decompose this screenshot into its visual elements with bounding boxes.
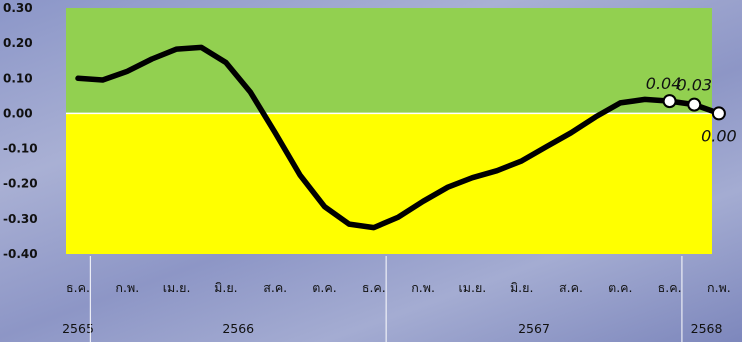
year-label: 2568: [691, 321, 723, 336]
y-tick-label: 0.10: [3, 71, 33, 85]
x-tick-label: ธ.ค.: [658, 280, 682, 295]
y-tick-label: 0.00: [3, 106, 33, 120]
x-tick-label: มิ.ย.: [214, 280, 238, 295]
data-point-marker: [711, 106, 726, 121]
y-tick-label: -0.20: [3, 177, 38, 191]
y-tick-label: -0.40: [3, 247, 38, 261]
year-label: 2565: [62, 321, 94, 336]
x-tick-label: ส.ค.: [263, 280, 287, 295]
background-bands: [66, 8, 712, 254]
data-label: 0.00: [701, 126, 737, 145]
y-tick-label: -0.10: [3, 142, 38, 156]
x-tick-label: ต.ค.: [312, 280, 336, 295]
positive-band: [66, 8, 712, 114]
data-label: 0.03: [676, 76, 712, 95]
data-point-marker: [687, 97, 702, 112]
series-line: [75, 44, 722, 231]
y-tick-label: 0.20: [3, 36, 33, 50]
x-tick-label: ก.พ.: [115, 280, 139, 295]
data-point-marker: [662, 94, 677, 109]
year-label: 2567: [518, 321, 550, 336]
y-axis-tick-labels: 0.30 0.20 0.10 0.00 -0.10 -0.20 -0.30 -0.40: [3, 1, 38, 261]
x-tick-label: ต.ค.: [608, 280, 632, 295]
x-tick-label: ธ.ค.: [362, 280, 386, 295]
year-label: 2566: [222, 321, 254, 336]
data-series: [75, 44, 722, 231]
x-tick-label: มิ.ย.: [510, 280, 534, 295]
x-axis: ธ.ค. ก.พ. เม.ย. มิ.ย. ส.ค. ต.ค. ธ.ค. ก.พ. เม.ย. ม…: [62, 256, 731, 342]
x-tick-label: ธ.ค.: [66, 280, 90, 295]
y-tick-label: -0.30: [3, 212, 38, 226]
data-label: 0.04: [646, 74, 682, 93]
x-tick-label: เม.ย.: [163, 280, 191, 295]
x-tick-label: ส.ค.: [559, 280, 583, 295]
x-tick-label: ก.พ.: [411, 280, 435, 295]
negative-band: [66, 113, 712, 254]
x-tick-label: เม.ย.: [459, 280, 487, 295]
data-markers: 0.040.03 0.00: [646, 74, 737, 145]
y-tick-label: 0.30: [3, 1, 33, 15]
x-tick-label: ก.พ.: [707, 280, 731, 295]
